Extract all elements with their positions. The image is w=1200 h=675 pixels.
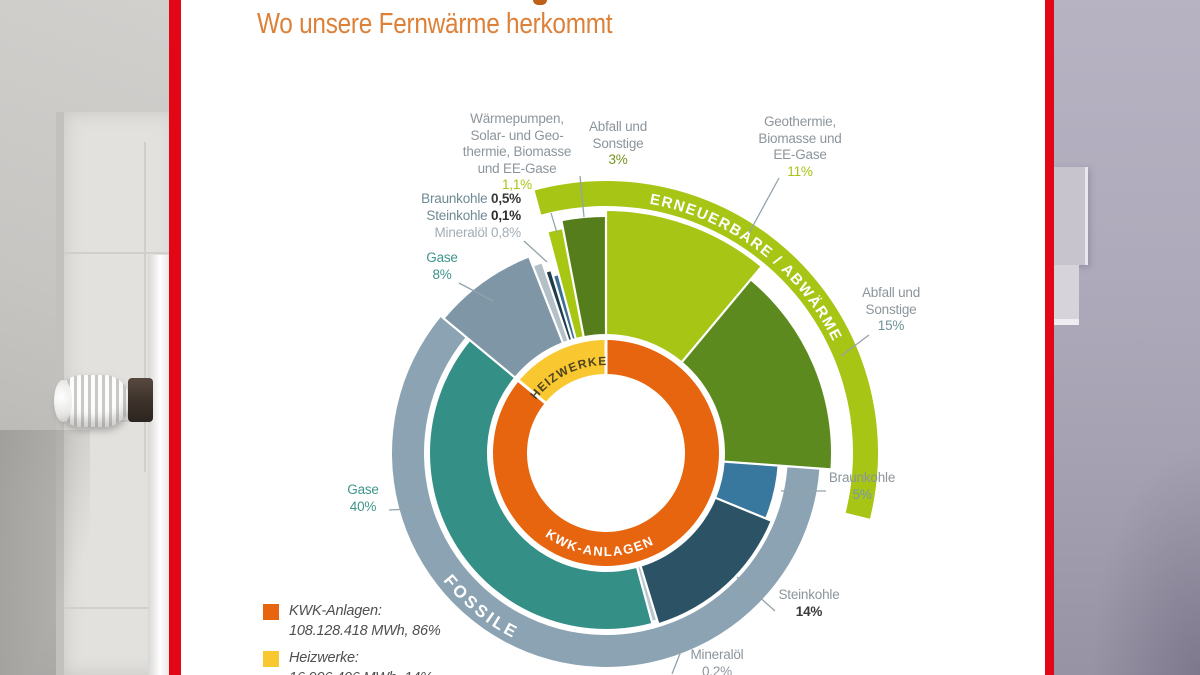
legend-item-kwk-anlagen: KWK-Anlagen: 108.128.418 MWh, 86% <box>263 601 441 641</box>
wall-shadow <box>0 430 90 675</box>
card-red-border-right <box>1045 0 1054 675</box>
radiator-edge <box>148 255 170 675</box>
legend-swatch-kwk <box>263 604 279 620</box>
tile-joint-line <box>64 420 178 422</box>
picture-frame-edge <box>1054 265 1079 325</box>
chart-legend: KWK-Anlagen: 108.128.418 MWh, 86% Heizwe… <box>263 601 441 675</box>
background-wall-right <box>1054 0 1200 675</box>
tile-joint-line-vertical <box>144 142 146 472</box>
legend-text-kwk: KWK-Anlagen: 108.128.418 MWh, 86% <box>289 601 441 641</box>
legend-text-heizwerke: Heizwerke: 16.906.406 MWh, 14% <box>289 648 433 675</box>
cropped-headline-remnant <box>533 0 547 5</box>
radiator-thermostat-cap <box>54 380 72 422</box>
page-title: Wo unsere Fernwärme herkommt <box>257 8 613 40</box>
legend-value: 16.906.406 MWh, 14% <box>289 668 433 675</box>
tile-joint-line <box>64 607 178 609</box>
legend-label: Heizwerke: <box>289 650 359 666</box>
radiator-valve <box>128 378 153 422</box>
card-red-border-left <box>169 0 181 675</box>
legend-swatch-heizwerke <box>263 651 279 667</box>
infographic-card <box>181 0 1045 675</box>
legend-value: 108.128.418 MWh, 86% <box>289 623 441 639</box>
tile-joint-line <box>64 252 178 254</box>
picture-frame-edge <box>1054 167 1088 265</box>
legend-label: KWK-Anlagen: <box>289 603 382 619</box>
legend-item-heizwerke: Heizwerke: 16.906.406 MWh, 14% <box>263 648 441 675</box>
